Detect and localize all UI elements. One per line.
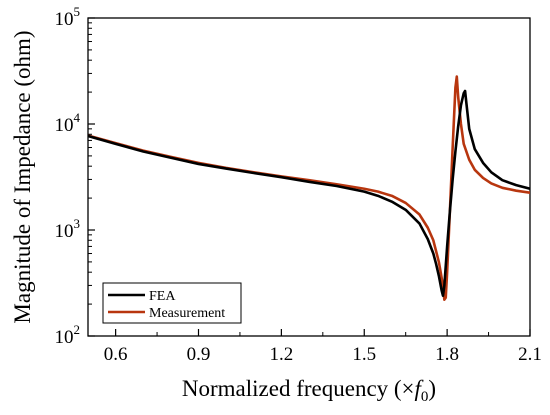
y-tick-label: 103: [55, 216, 81, 242]
x-tick-label: 1.5: [352, 344, 376, 365]
series-layer: [88, 75, 530, 301]
plot-area: [87, 17, 531, 337]
series-line-measurement: [88, 75, 530, 301]
legend-label: Measurement: [149, 306, 225, 321]
x-tick-label: 0.9: [187, 344, 211, 365]
legend-box: [102, 282, 242, 324]
x-axis-title-variable: f: [415, 376, 425, 401]
series-line-fea: [88, 89, 530, 297]
x-tick-label: 1.2: [270, 344, 294, 365]
x-axis-title-main: Normalized frequency (×: [182, 376, 415, 401]
x-tick-label: 0.6: [104, 344, 128, 365]
y-axis-title: Magnitude of Impedance (ohm): [10, 30, 35, 323]
x-tick-label: 1.8: [435, 344, 459, 365]
x-axis-ticks: 0.6 0.9 1.2 1.5 1.8 2.1: [104, 329, 542, 365]
legend-label: FEA: [149, 289, 176, 304]
legend: FEA Measurement: [102, 282, 242, 324]
x-tick-label: 2.1: [518, 344, 542, 365]
y-tick-label: 102: [55, 322, 81, 348]
x-axis-title-subscript: 0: [421, 389, 429, 405]
y-tick-label: 104: [55, 110, 81, 136]
x-axis-title: Normalized frequency (×f0): [182, 376, 436, 405]
y-axis-ticks: 102 103 104 105: [55, 4, 95, 348]
x-axis-title-close: ): [428, 376, 436, 401]
plot-frame: [87, 17, 531, 337]
y-tick-label: 105: [55, 4, 81, 30]
